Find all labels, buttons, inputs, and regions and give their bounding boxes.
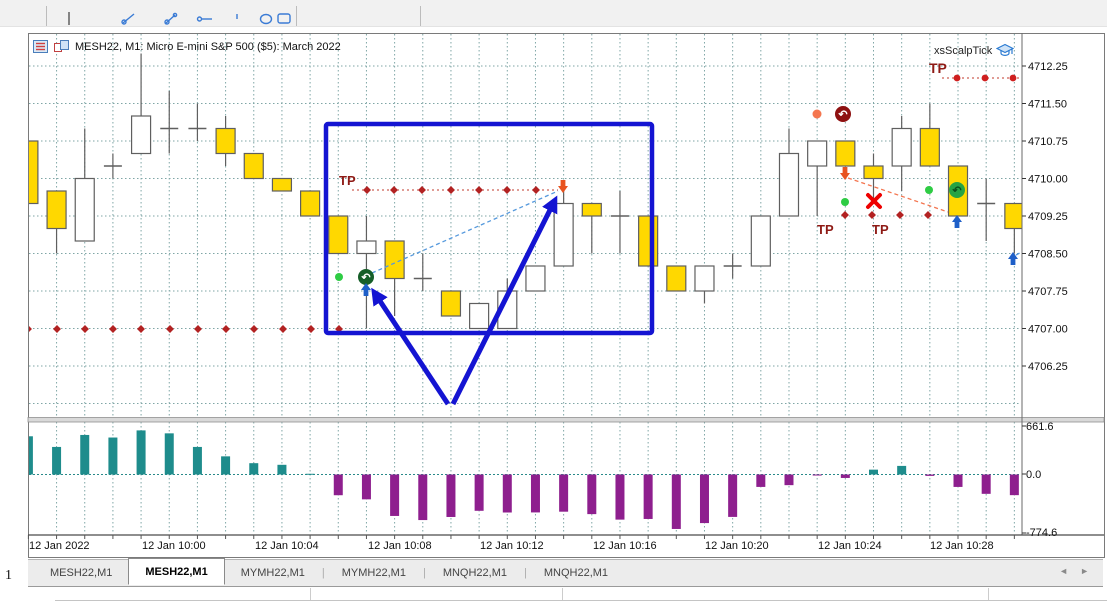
tab-scroll-nav: ◄ ►: [1059, 566, 1089, 576]
tab-separator: |: [321, 567, 325, 579]
tab-scroll-right[interactable]: ►: [1080, 566, 1089, 576]
tab-mesh22-m1[interactable]: MESH22,M1: [128, 557, 225, 585]
trendline-tool-icon[interactable]: [120, 12, 138, 26]
toolbar-separator: [296, 6, 297, 26]
document-tick: [988, 588, 989, 600]
document-tick: [310, 588, 311, 600]
tab-scroll-left[interactable]: ◄: [1059, 566, 1069, 576]
tab-separator: |: [524, 567, 527, 579]
indicator-name-label: xsScalpTick: [934, 44, 993, 57]
rectangle-tool-icon[interactable]: [276, 12, 294, 26]
chart-tabs-list: MESH22,M1 MESH22,M1 MYMH22,M1 | MYMH22,M1 | MN…: [34, 557, 624, 585]
page-number-label: 1: [5, 568, 12, 583]
tab-mymh22-m1[interactable]: MYMH22,M1: [240, 567, 305, 579]
indicator-brand: xsScalpTick: [934, 43, 1015, 58]
ellipse-tool-icon[interactable]: [258, 12, 276, 26]
chart-window: [28, 33, 1105, 558]
document-tick: [562, 588, 563, 600]
marker-tool-icon[interactable]: [228, 12, 246, 26]
tab-mnqh22-m1[interactable]: MNQH22,M1: [442, 567, 507, 579]
channel-tool-icon[interactable]: [163, 12, 181, 26]
vertical-line-tool-icon[interactable]: [60, 12, 78, 26]
chart-tabs: MESH22,M1 MESH22,M1 MYMH22,M1 | MYMH22,M1 | MN…: [28, 557, 1103, 587]
tab-mymh22-m1[interactable]: MYMH22,M1: [341, 567, 406, 579]
toolbar-separator: [420, 6, 421, 26]
document-rule: [55, 600, 1107, 601]
tab-mesh22-m1[interactable]: MESH22,M1: [50, 567, 113, 579]
drawing-toolbar: [0, 0, 1107, 27]
horizontal-line-tool-icon[interactable]: [196, 12, 214, 26]
toolbar-separator: [46, 6, 47, 26]
chart-header: MESH22, M1: Micro E-mini S&P 500 ($5): M…: [33, 40, 341, 53]
chart-title: MESH22, M1: Micro E-mini S&P 500 ($5): M…: [75, 40, 341, 53]
tab-separator: |: [422, 567, 426, 579]
chart-properties-icon[interactable]: [33, 40, 48, 53]
candlestick-chart-icon[interactable]: [53, 40, 70, 53]
graduation-cap-icon[interactable]: [996, 43, 1015, 58]
tab-mnqh22-m1[interactable]: MNQH22,M1: [543, 567, 609, 579]
